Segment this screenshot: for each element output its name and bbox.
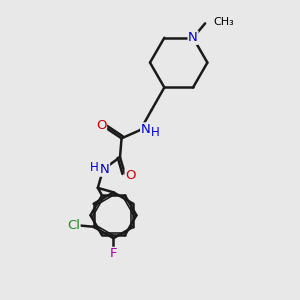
Text: O: O	[96, 119, 106, 132]
Text: H: H	[90, 161, 99, 174]
Text: N: N	[141, 123, 150, 136]
Text: Cl: Cl	[67, 219, 80, 232]
Text: H: H	[151, 126, 160, 139]
Text: F: F	[110, 248, 117, 260]
Text: N: N	[188, 31, 198, 44]
Text: CH₃: CH₃	[213, 17, 234, 27]
Text: N: N	[100, 163, 110, 176]
Text: O: O	[125, 169, 136, 182]
